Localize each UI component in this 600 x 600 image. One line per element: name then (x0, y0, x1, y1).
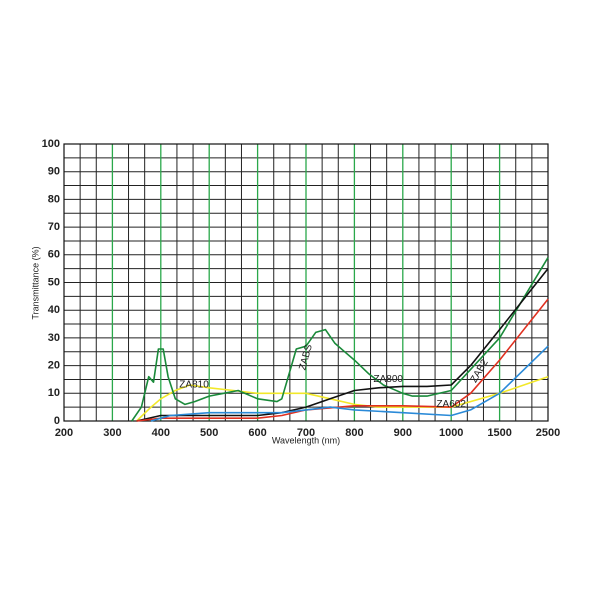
y-tick-label: 80 (48, 193, 60, 205)
y-tick-label: 60 (48, 249, 60, 261)
x-tick-label: 300 (103, 427, 121, 439)
y-axis-label: Transmittance (%) (30, 246, 40, 319)
y-tick-label: 0 (54, 415, 60, 427)
x-tick-label: 800 (345, 427, 363, 439)
y-tick-label: 40 (48, 304, 60, 316)
y-tick-label: 20 (48, 360, 60, 372)
x-tick-label: 400 (152, 427, 170, 439)
x-tick-label: 1000 (439, 427, 463, 439)
y-tick-label: 50 (48, 276, 60, 288)
x-tick-label: 1500 (487, 427, 511, 439)
series-label: ZAB2 (469, 357, 491, 385)
x-tick-label: 900 (394, 427, 412, 439)
plot-frame (63, 143, 549, 422)
y-tick-label: 10 (48, 387, 60, 399)
x-axis-label: Wavelength (nm) (272, 435, 340, 445)
x-tick-label: 500 (200, 427, 218, 439)
x-tick-label: 200 (55, 427, 73, 439)
x-tick-label: 2500 (536, 427, 560, 439)
x-tick-label: 600 (248, 427, 266, 439)
series-line (136, 268, 549, 422)
series-line (150, 345, 549, 422)
series-line (131, 257, 549, 422)
y-tick-label: 30 (48, 332, 60, 344)
series-line (136, 375, 549, 422)
y-tick-label: 100 (42, 138, 60, 150)
y-tick-label: 70 (48, 221, 60, 233)
y-tick-label: 90 (48, 166, 60, 178)
series-label: ZA602 (436, 399, 466, 410)
x-tick-label: 700 (297, 427, 315, 439)
series-label: ZA800 (374, 374, 404, 385)
series-label: ZA810 (179, 380, 209, 391)
series-line (136, 298, 549, 422)
